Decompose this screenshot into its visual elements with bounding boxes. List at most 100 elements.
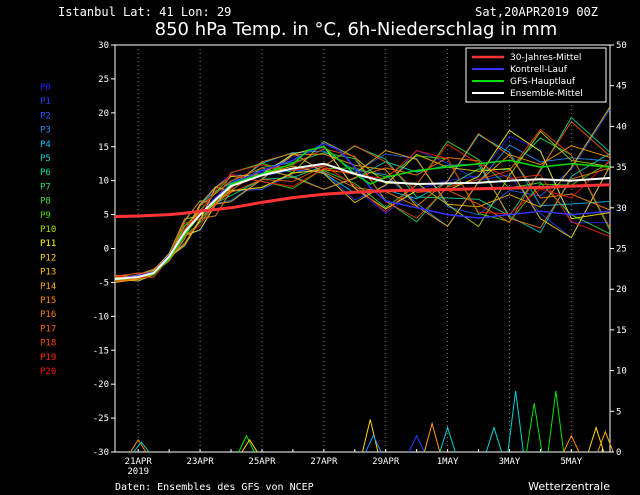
member-label: P16 bbox=[40, 310, 56, 320]
x-tick-label: 5MAY bbox=[560, 457, 582, 467]
legend-label-climate: 30-Jahres-Mittel bbox=[510, 53, 581, 63]
member-line bbox=[114, 134, 611, 280]
member-label: P19 bbox=[40, 353, 56, 363]
member-label: P2 bbox=[40, 111, 51, 121]
member-line bbox=[114, 108, 611, 282]
y-right-tick-label: 30 bbox=[616, 204, 627, 214]
ensemble-members-layer bbox=[114, 106, 611, 284]
y-right-tick-label: 10 bbox=[616, 367, 627, 377]
member-label: P12 bbox=[40, 253, 56, 263]
member-list: P0 P1 P2 P3 P4 P5 P6 P7 P8 P9 P10 P11 P12 P13 P14 P15 P1… bbox=[40, 83, 56, 377]
member-line bbox=[114, 129, 611, 279]
location-label: Istanbul Lat: 41 Lon: 29 bbox=[58, 5, 231, 19]
precipitation-layer bbox=[130, 390, 614, 453]
member-label: P4 bbox=[40, 140, 51, 150]
legend-label-gfs: GFS-Hauptlauf bbox=[510, 77, 576, 87]
member-label: P11 bbox=[40, 239, 56, 249]
source-note: Daten: Ensembles des GFS von NCEP bbox=[115, 482, 314, 493]
main-series-layer bbox=[114, 142, 611, 281]
y-right-tick-label: 45 bbox=[616, 82, 627, 92]
y-left-tick-label: 25 bbox=[98, 75, 109, 85]
precipitation-spike bbox=[485, 425, 503, 453]
y-right-tick-label: 15 bbox=[616, 326, 627, 336]
precipitation-spike bbox=[408, 434, 425, 453]
member-line bbox=[114, 140, 611, 278]
climate-mean-line bbox=[114, 183, 611, 219]
member-label: P14 bbox=[40, 282, 56, 292]
member-label: P20 bbox=[40, 367, 56, 377]
y-left-tick-label: 15 bbox=[98, 143, 109, 153]
x-tick-label: 3MAY bbox=[499, 457, 521, 467]
precipitation-spike bbox=[423, 421, 441, 453]
ensemble-mean-line bbox=[114, 162, 611, 281]
gfs-main-run-line bbox=[114, 146, 611, 281]
grid-layer bbox=[137, 45, 572, 452]
y-right-tick-label: 50 bbox=[616, 41, 627, 51]
member-label: P6 bbox=[40, 168, 51, 178]
y-left-tick-label: -10 bbox=[93, 312, 109, 322]
x-tick-label: 27APR bbox=[310, 457, 338, 467]
y-left-tick-label: -5 bbox=[98, 278, 109, 288]
x-tick-label: 1MAY bbox=[437, 457, 459, 467]
member-label: P0 bbox=[40, 83, 51, 93]
precipitation-spike bbox=[238, 434, 255, 453]
precipitation-spike bbox=[597, 430, 614, 453]
member-label: P18 bbox=[40, 339, 56, 349]
y-right-tick-label: 25 bbox=[616, 245, 627, 255]
x-tick-label: 29APR bbox=[372, 457, 400, 467]
member-label: P13 bbox=[40, 268, 56, 278]
precipitation-spike bbox=[130, 438, 147, 453]
precipitation-spike bbox=[587, 425, 605, 453]
y-left-tick-label: 10 bbox=[98, 177, 109, 187]
member-label: P8 bbox=[40, 197, 51, 207]
precipitation-spike bbox=[439, 425, 456, 453]
legend-label-mean: Ensemble-Mittel bbox=[510, 89, 583, 99]
y-left-tick-label: 30 bbox=[98, 41, 109, 51]
brand-label: Wetterzentrale bbox=[528, 480, 610, 493]
y-left-tick-label: 0 bbox=[104, 245, 109, 255]
x-year-label: 2019 bbox=[127, 467, 149, 477]
member-label: P5 bbox=[40, 154, 51, 164]
member-label: P7 bbox=[40, 182, 51, 192]
member-line bbox=[114, 128, 611, 282]
member-label: P9 bbox=[40, 211, 51, 221]
y-right-tick-label: 0 bbox=[616, 448, 621, 458]
y-right-tick-label: 5 bbox=[616, 407, 621, 417]
legend-label-control: Kontrell-Lauf bbox=[510, 65, 568, 75]
precipitation-spike bbox=[563, 434, 580, 453]
member-line bbox=[114, 130, 611, 281]
y-left-tick-label: 20 bbox=[98, 109, 109, 119]
run-time-label: Sat,20APR2019 00Z bbox=[475, 5, 598, 19]
precipitation-spike bbox=[525, 403, 543, 453]
y-right-tick-label: 20 bbox=[616, 285, 627, 295]
chart-title: 850 hPa Temp. in °C, 6h-Niederschlag in … bbox=[155, 19, 558, 40]
member-line bbox=[114, 133, 611, 281]
member-label: P10 bbox=[40, 225, 56, 235]
precipitation-spike bbox=[133, 441, 150, 453]
y-left-tick-label: -20 bbox=[93, 380, 109, 390]
x-tick-label: 25APR bbox=[248, 457, 276, 467]
member-line bbox=[114, 120, 611, 283]
y-right-tick-label: 35 bbox=[616, 163, 627, 173]
member-label: P15 bbox=[40, 296, 56, 306]
member-line bbox=[114, 135, 611, 278]
plot-frame bbox=[114, 44, 611, 453]
member-label: P17 bbox=[40, 324, 56, 334]
y-right-tick-label: 40 bbox=[616, 122, 627, 132]
precipitation-spike bbox=[365, 434, 382, 453]
y-left-tick-label: -30 bbox=[93, 448, 109, 458]
member-label: P3 bbox=[40, 126, 51, 136]
y-left-tick-label: -25 bbox=[93, 414, 109, 424]
precipitation-spike bbox=[362, 419, 379, 453]
x-tick-label: 23APR bbox=[187, 457, 215, 467]
member-label: P1 bbox=[40, 97, 51, 107]
precipitation-spike bbox=[507, 390, 524, 453]
y-left-tick-label: -15 bbox=[93, 346, 109, 356]
precipitation-spike bbox=[547, 390, 565, 453]
x-tick-label: 21APR bbox=[125, 457, 153, 467]
y-left-tick-label: 5 bbox=[104, 211, 109, 221]
member-line bbox=[114, 157, 611, 279]
